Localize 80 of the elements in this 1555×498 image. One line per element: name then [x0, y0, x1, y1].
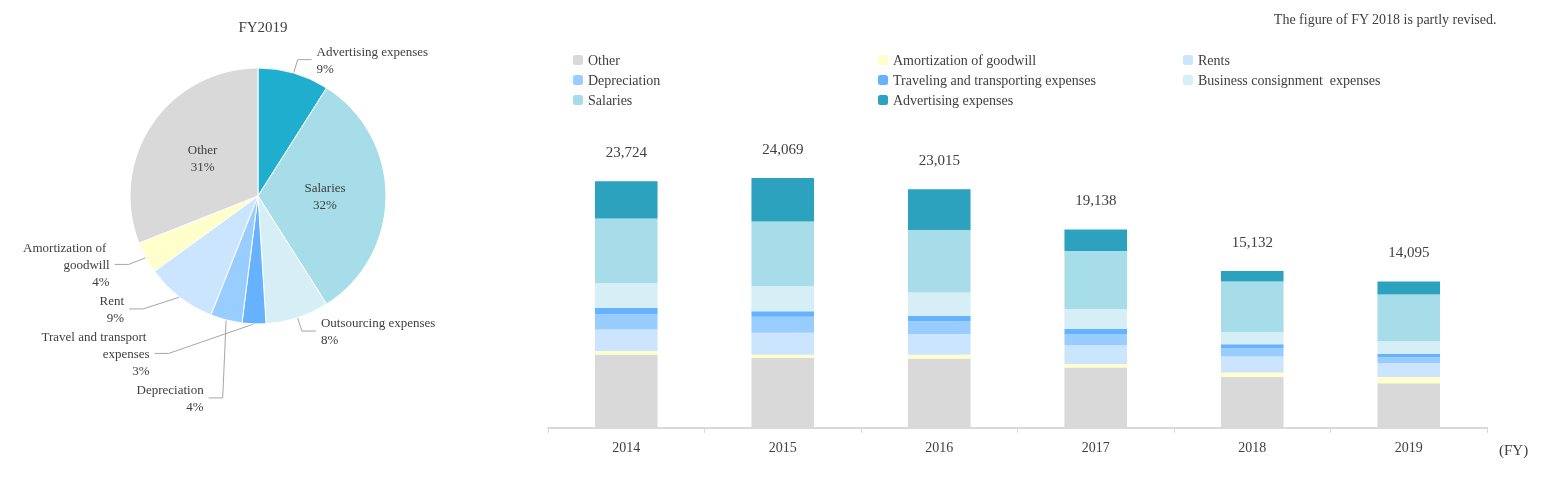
bar: [1220, 348, 1284, 357]
x-axis-title: (FY): [1499, 441, 1529, 459]
bar: [1377, 363, 1441, 377]
bar: [1377, 341, 1441, 354]
slice-label: Other: [187, 142, 219, 158]
data-label: 32%: [313, 197, 338, 212]
bar: [1064, 334, 1128, 346]
text: The figure of FY 2018 is partly revised.: [1273, 11, 1497, 27]
bar: [594, 351, 658, 355]
bar: [1064, 364, 1128, 368]
bar: [907, 189, 971, 230]
bar: [1064, 251, 1128, 309]
slice-label: Rent: [99, 292, 125, 308]
slice-label: Travel and transport expenses: [41, 328, 150, 361]
annotation: 23,724: [605, 143, 648, 160]
bar: [1377, 281, 1441, 295]
annotation: 23,015: [918, 151, 960, 168]
bar: [1220, 344, 1284, 349]
bar: [1220, 356, 1284, 373]
x-tick-label: 2017: [1081, 439, 1110, 455]
bar: [751, 221, 815, 287]
bar: [1377, 294, 1441, 342]
slice-label: Amortization of goodwill: [23, 239, 111, 272]
data-label: 9%: [106, 309, 125, 325]
bar: [907, 334, 971, 355]
data-label: 8%: [320, 332, 339, 348]
annotation: 19,138: [1075, 192, 1117, 208]
x-tick-label: 2015: [768, 439, 797, 455]
bar: [594, 181, 658, 219]
bar: [1064, 329, 1128, 334]
bar: [751, 178, 815, 222]
legend-label: Amortization of goodwill: [893, 52, 1037, 68]
bar: [1220, 332, 1284, 345]
bar: [1220, 372, 1284, 377]
x-tick-label: 2016: [925, 439, 954, 455]
slice-label: Salaries: [304, 180, 346, 195]
data-label: 31%: [190, 159, 215, 175]
bar: [594, 218, 658, 283]
bar: [1064, 309, 1128, 329]
bar: [751, 286, 815, 312]
bar: [594, 314, 658, 330]
x-tick-label: 2014: [612, 439, 641, 455]
data-label: 4%: [92, 273, 110, 289]
bar: [1377, 357, 1441, 364]
annotation: 14,095: [1388, 244, 1430, 260]
bar: [907, 292, 971, 316]
legend-label: Salaries: [588, 92, 633, 108]
slice-label: Depreciation: [136, 381, 205, 397]
bar: [1064, 345, 1128, 364]
bar: [1377, 377, 1441, 384]
legend-label: Depreciation: [588, 72, 661, 88]
bar: [751, 332, 815, 355]
bar: [1064, 229, 1128, 251]
x-tick-label: 2018: [1238, 439, 1267, 455]
chart-title: FY2019: [238, 18, 288, 35]
bar: [1220, 271, 1284, 282]
bar: [594, 308, 658, 315]
bar: [907, 315, 971, 322]
slice-label: Outsourcing expenses: [320, 315, 436, 331]
bar: [594, 329, 658, 351]
annotation: 24,069: [762, 140, 804, 157]
bar: [907, 230, 971, 293]
data-label: 4%: [186, 398, 204, 414]
slice-label: Advertising expenses: [316, 43, 429, 59]
bar: [907, 354, 971, 359]
bar: [594, 283, 658, 308]
legend-label: Other: [588, 52, 621, 68]
legend-label: Traveling and transporting expenses: [893, 72, 1096, 88]
bar: [1220, 281, 1284, 333]
bar: [751, 311, 815, 317]
x-tick-label: 2019: [1394, 439, 1423, 455]
annotation: 15,132: [1231, 233, 1273, 250]
data-label: 9%: [316, 60, 335, 76]
legend-label: Advertising expenses: [893, 92, 1014, 108]
data-label: 3%: [132, 362, 150, 378]
bar: [751, 354, 815, 358]
bar: [907, 321, 971, 334]
legend-label: Rents: [1198, 52, 1230, 68]
bar: [751, 316, 815, 333]
legend-label: Business consignment expenses: [1198, 72, 1381, 88]
